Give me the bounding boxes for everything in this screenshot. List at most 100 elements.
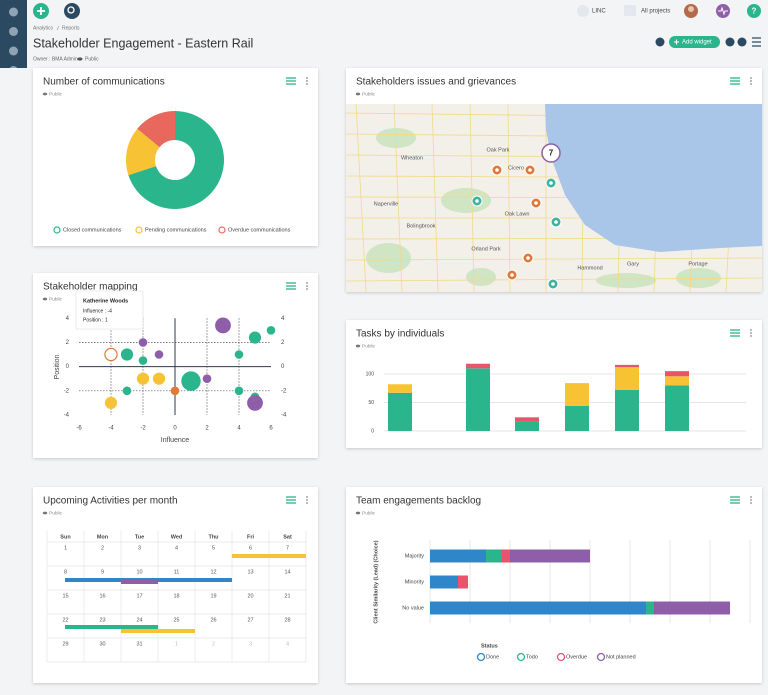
legend-label: Overdue communications <box>228 227 291 233</box>
bar-segment <box>430 549 486 563</box>
pie-slice <box>126 128 160 176</box>
bubble[interactable] <box>181 371 201 391</box>
widget-card: Stakeholder mapping Public -6 -4 -2 0 2 4 6 -4 -2 0… <box>33 273 318 458</box>
calendar-event[interactable] <box>121 629 195 633</box>
bubble[interactable] <box>104 347 118 362</box>
kebab-dot[interactable] <box>306 496 308 498</box>
kebab-dot[interactable] <box>750 332 752 334</box>
help-button[interactable] <box>747 4 761 18</box>
calendar-event[interactable] <box>121 580 158 584</box>
widget-visibility: Public <box>49 296 63 302</box>
breadcrumb-item[interactable]: Analytics <box>33 25 54 31</box>
bar-segment <box>615 389 639 431</box>
projects-link[interactable]: All projects <box>641 9 670 15</box>
kebab-dot[interactable] <box>750 496 752 498</box>
kebab-dot[interactable] <box>750 83 752 85</box>
day-number: 25 <box>173 617 179 623</box>
bubble[interactable] <box>248 331 262 344</box>
bubble[interactable] <box>247 395 263 411</box>
widget-visibility: Public <box>362 91 376 97</box>
day-number: 3 <box>249 641 252 647</box>
projects-icon[interactable] <box>624 5 636 16</box>
bubble[interactable] <box>120 348 134 361</box>
legend-label[interactable]: Overdue <box>566 654 587 660</box>
bubble[interactable] <box>104 396 118 409</box>
kebab-dot[interactable] <box>306 499 308 501</box>
bubble[interactable] <box>215 317 231 334</box>
kebab-dot[interactable] <box>306 80 308 82</box>
pulse-icon <box>718 6 728 16</box>
org-name[interactable]: LINC <box>592 9 606 15</box>
bar-segment <box>388 392 412 431</box>
weekday-label: Sat <box>283 534 292 540</box>
share-icon[interactable] <box>725 37 735 47</box>
calendar-event[interactable] <box>232 554 306 558</box>
breadcrumb-item[interactable]: Reports <box>62 25 80 31</box>
map-road <box>507 103 511 293</box>
y-tick-label: Majority <box>405 553 425 559</box>
sidebar-icon[interactable] <box>9 7 18 17</box>
legend-label[interactable]: Not planned <box>606 654 636 660</box>
legend-label[interactable]: Todo <box>526 654 538 660</box>
day-number: 30 <box>99 641 105 647</box>
bubble[interactable] <box>266 326 276 335</box>
bubble[interactable] <box>154 350 164 359</box>
kebab-dot[interactable] <box>750 77 752 79</box>
x-tick-label: -2 <box>140 426 146 432</box>
legend-swatch[interactable] <box>556 652 566 662</box>
map-marker-dot <box>528 168 532 172</box>
bubble[interactable] <box>136 372 150 385</box>
org-icon[interactable] <box>577 5 589 17</box>
bar-segment <box>665 385 689 431</box>
bubble[interactable] <box>122 386 132 396</box>
sidebar-icon[interactable] <box>9 66 18 68</box>
add-widget-label: Add widget <box>682 40 712 46</box>
bubble[interactable] <box>138 356 148 365</box>
x-tick-label: 4 <box>237 426 241 432</box>
day-number: 7 <box>286 545 289 551</box>
bar-segment <box>654 601 730 615</box>
bubble[interactable] <box>234 386 244 396</box>
day-number: 11 <box>174 569 180 575</box>
legend-swatch[interactable] <box>476 652 486 662</box>
map-cluster[interactable] <box>541 143 561 163</box>
kebab-dot[interactable] <box>750 80 752 82</box>
kebab-dot[interactable] <box>750 335 752 337</box>
legend-swatch[interactable] <box>516 652 526 662</box>
bubble[interactable] <box>152 372 166 385</box>
calendar-event[interactable] <box>65 625 158 629</box>
bubble[interactable] <box>138 338 148 347</box>
map-place-label: Portage <box>688 261 707 267</box>
kebab-dot[interactable] <box>750 329 752 331</box>
legend-label[interactable]: Done <box>486 654 499 660</box>
kebab-dot[interactable] <box>306 502 308 504</box>
tooltip-box <box>75 290 144 330</box>
kebab-dot[interactable] <box>306 77 308 79</box>
legend-swatch[interactable] <box>596 652 606 662</box>
bubble[interactable] <box>170 386 180 396</box>
kebab-dot[interactable] <box>306 83 308 85</box>
kebab-dot[interactable] <box>306 282 308 284</box>
bar-segment <box>646 601 654 615</box>
menu-icon[interactable] <box>752 37 761 47</box>
y-tick-label: 100 <box>366 371 375 377</box>
bubble[interactable] <box>234 350 244 359</box>
kebab-dot[interactable] <box>750 502 752 504</box>
day-number: 29 <box>62 641 68 647</box>
day-number: 6 <box>249 545 252 551</box>
settings-icon[interactable] <box>655 37 665 47</box>
y2-tick-label: 0 <box>281 364 285 370</box>
bar-segment <box>515 417 539 422</box>
bubble[interactable] <box>202 374 212 383</box>
widget-visibility: Public <box>362 510 376 516</box>
sidebar-icon[interactable] <box>9 46 18 56</box>
day-number: 26 <box>210 617 216 623</box>
y-tick-label: -4 <box>64 413 70 419</box>
clock-icon[interactable] <box>737 37 747 47</box>
sidebar-icon[interactable] <box>9 27 18 36</box>
kebab-dot[interactable] <box>750 499 752 501</box>
search-button[interactable] <box>64 3 80 19</box>
add-widget-button[interactable] <box>669 36 720 48</box>
kebab-dot[interactable] <box>306 285 308 287</box>
kebab-dot[interactable] <box>306 288 308 290</box>
